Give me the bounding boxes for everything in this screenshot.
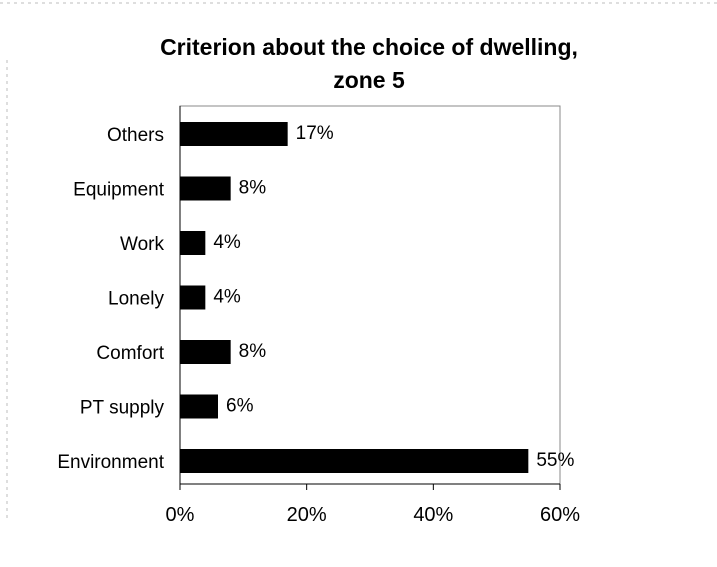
bars bbox=[180, 122, 529, 473]
x-tick-label-0: 0% bbox=[166, 504, 195, 526]
bar-work bbox=[180, 231, 206, 255]
category-label-environment: Environment bbox=[57, 452, 164, 473]
data-label-lonely: 4% bbox=[213, 287, 241, 308]
x-tick-label-2: 40% bbox=[413, 504, 453, 526]
x-axis-ticks: 0% 20% 40% 60% bbox=[166, 484, 580, 526]
chart-title-line-2: zone 5 bbox=[333, 67, 405, 93]
data-label-environment: 55% bbox=[536, 450, 574, 471]
bar-comfort bbox=[180, 340, 231, 364]
category-label-others: Others bbox=[107, 125, 164, 146]
chart-title-line-1: Criterion about the choice of dwelling, bbox=[160, 34, 578, 60]
data-label-work: 4% bbox=[213, 232, 241, 253]
category-label-lonely: Lonely bbox=[108, 289, 164, 310]
category-label-pt-supply: PT supply bbox=[80, 398, 165, 419]
bar-equipment bbox=[180, 176, 231, 201]
category-label-equipment: Equipment bbox=[73, 180, 165, 201]
bar-others bbox=[180, 122, 288, 146]
data-label-pt-supply: 6% bbox=[226, 396, 254, 417]
data-labels: 17% 8% 4% 4% 8% 6% 55% bbox=[213, 123, 574, 471]
bar-environment bbox=[180, 449, 529, 473]
category-label-comfort: Comfort bbox=[96, 343, 164, 364]
bar-lonely bbox=[180, 285, 206, 310]
data-label-equipment: 8% bbox=[239, 178, 267, 199]
data-label-others: 17% bbox=[296, 123, 334, 144]
category-label-work: Work bbox=[120, 234, 164, 255]
x-tick-label-1: 20% bbox=[287, 504, 327, 526]
x-tick-label-3: 60% bbox=[540, 504, 580, 526]
category-labels: Others Equipment Work Lonely Comfort PT suppl… bbox=[57, 125, 164, 473]
data-label-comfort: 8% bbox=[239, 341, 267, 362]
bar-pt-supply bbox=[180, 394, 218, 419]
